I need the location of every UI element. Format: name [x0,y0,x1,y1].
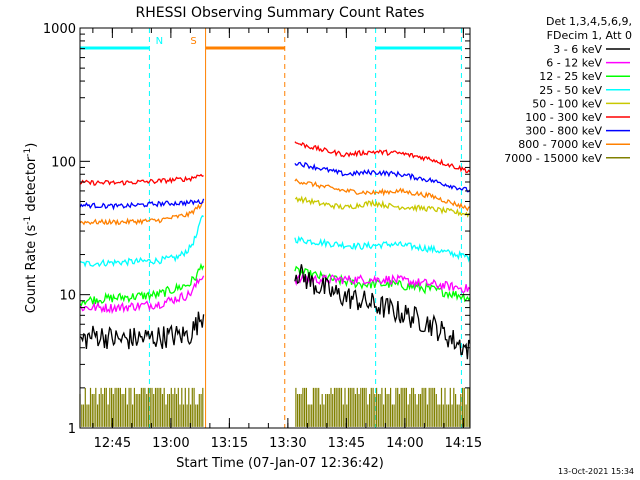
y-tick-label-2: 100 [51,155,76,170]
legend-label-0: 3 - 6 keV [553,43,602,56]
flag-label-S: S [190,36,196,47]
series-7000-15000-keV [79,387,471,427]
series-800-7000-keV [79,178,471,227]
x-axis-label: Start Time (07-Jan-07 12:36:42) [176,456,384,471]
legend: Det 1,3,4,5,6,9, FDecim 1, Att 0 3 - 6 k… [504,15,632,165]
legend-header-2: FDecim 1, Att 0 [547,29,632,42]
legend-label-5: 100 - 300 keV [525,111,602,124]
y-tick-label-0: 1 [68,422,76,437]
legend-label-2: 12 - 25 keV [539,70,602,83]
legend-label-8: 7000 - 15000 keV [504,152,602,165]
legend-label-3: 25 - 50 keV [539,84,602,97]
legend-header-1: Det 1,3,4,5,6,9, [546,15,632,28]
x-tick-label-2: 13:15 [211,436,248,451]
y-axis-label-part3: ) [24,143,39,148]
y-axis-label: Count Rate (s-1 detector-1) [23,143,39,314]
flag-label-N: N [156,36,163,47]
series-50-100-keV [294,195,470,218]
x-tick-label-3: 13:30 [269,436,306,451]
y-axis-label-part2: detector [24,156,39,216]
legend-label-7: 800 - 7000 keV [518,138,602,151]
series-6-12-keV [79,272,471,315]
series-3-6-keV [79,264,471,360]
y-tick-label-1: 10 [59,289,76,304]
y-axis-label-part1: Count Rate (s [24,225,39,314]
legend-label-6: 300 - 800 keV [525,125,602,138]
ticks: 1 10 100 1000 12:45 13:00 13:15 13:30 13:45 14:00… [43,22,482,451]
series-300-800-keV [79,161,471,211]
legend-label-4: 50 - 100 keV [532,97,602,110]
legend-label-1: 6 - 12 keV [546,57,602,70]
x-tick-label-6: 14:15 [445,436,482,451]
y-axis-label-sup1: -1 [23,216,33,225]
x-tick-label-4: 13:45 [328,436,365,451]
axes [79,27,471,429]
series-100-300-keV [79,141,471,186]
x-tick-label-1: 13:00 [152,436,189,451]
x-tick-label-0: 12:45 [94,436,131,451]
y-tick-label-3: 1000 [43,22,76,37]
series-25-50-keV [79,215,471,268]
timestamp: 13-Oct-2021 15:34 [558,467,634,476]
chart-title: RHESSI Observing Summary Count Rates [136,5,425,21]
x-tick-label-5: 14:00 [386,436,423,451]
plot-frame [79,27,471,429]
series-12-25-keV [79,262,471,307]
y-axis-label-sup2: -1 [23,148,33,157]
